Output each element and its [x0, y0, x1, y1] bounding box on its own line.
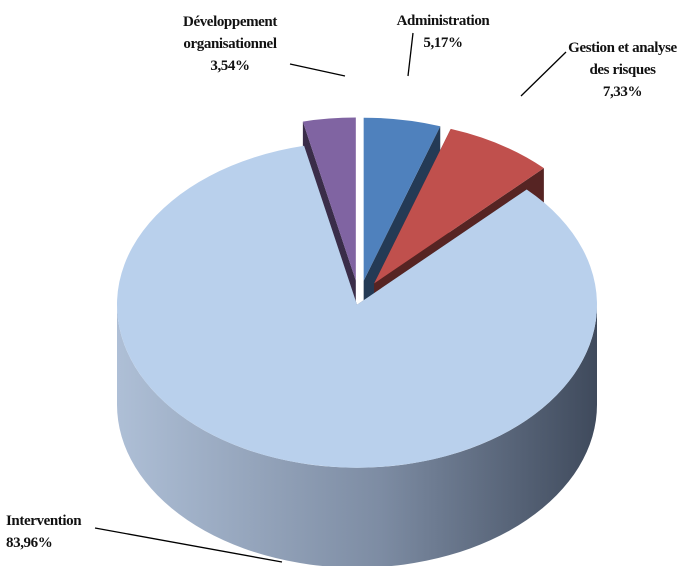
- slice: [374, 128, 544, 284]
- label-value: 5,17%: [423, 35, 463, 51]
- slice-label: Intervention 83,96%: [0, 510, 106, 554]
- slice-label: Développement organisationnel 3,54%: [170, 11, 290, 77]
- leader-line: [289, 63, 346, 77]
- label-name: Gestion et analyse des risques: [568, 40, 677, 78]
- leader-line: [520, 51, 567, 97]
- label-name: Administration: [396, 13, 490, 29]
- label-value: 3,54%: [210, 58, 250, 74]
- label-value: 83,96%: [6, 535, 53, 551]
- label-value: 7,33%: [602, 84, 643, 100]
- leader-line: [407, 32, 414, 77]
- slices: [116, 117, 597, 566]
- slice-side: [117, 304, 597, 566]
- slice: [363, 117, 441, 281]
- label-name: Développement organisationnel: [183, 14, 277, 52]
- slice-label: Gestion et analyse des risques 7,33%: [560, 37, 685, 103]
- leader-line: [94, 527, 283, 563]
- slice: [116, 145, 597, 468]
- label-name: Intervention: [6, 513, 82, 529]
- slice: [302, 117, 356, 281]
- slice-label: Administration 5,17%: [368, 10, 518, 54]
